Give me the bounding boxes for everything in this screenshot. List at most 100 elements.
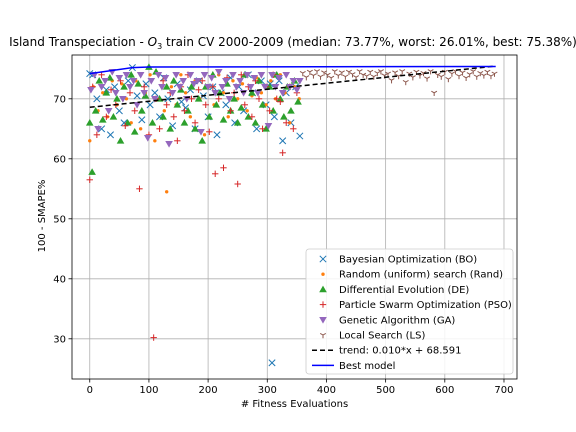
de-point [88,168,96,175]
series-rand [88,73,301,194]
bo-point [296,132,304,140]
de-point [251,119,260,126]
legend-label-de: Differential Evolution (DE) [339,285,469,296]
ga-point [278,89,287,97]
rand-point [164,190,169,194]
ga-point [158,83,166,91]
de-point [269,107,277,114]
pso-point [174,137,181,144]
y-tick-label: 70 [53,94,66,105]
ls-point [310,73,317,79]
pso-point [93,131,101,138]
de-point [95,77,104,84]
rand-point [162,109,167,113]
legend-label-pso: Particle Swarm Optimization (PSO) [339,300,512,311]
ls-point [459,70,466,76]
de-point [113,95,121,102]
ga-point [122,71,131,79]
ls-point [399,69,406,75]
legend-marker-rand [321,272,325,276]
ls-point [477,70,484,77]
rand-point [148,73,152,77]
ls-point [363,73,370,80]
rand-point [129,121,133,125]
ls-point [392,70,399,76]
ga-point [190,80,198,88]
pso-point [290,125,297,132]
pso-point [259,125,266,132]
de-point [198,137,206,144]
x-axis-label: # Fitness Evaluations [241,399,348,410]
bo-point [253,125,261,133]
series-de [85,63,302,175]
bo-point [111,83,119,91]
ls-point [324,72,331,78]
chart-title: Island Transpeciation - O3 train CV 2000… [9,35,576,51]
ls-point [377,69,384,75]
legend-label-ls: Local Search (LS) [339,331,425,342]
rand-point [179,73,183,77]
de-point [187,83,196,90]
ls-point [328,75,335,81]
legend-marker-pso [319,301,327,308]
ga-point [207,74,216,82]
de-point [280,113,288,120]
ga-point [271,83,280,91]
ls-point [395,73,402,80]
pso-point [241,101,248,108]
rand-point [221,91,226,95]
pso-point [122,122,129,129]
y-tick-label: 30 [53,334,66,345]
pso-point [191,119,199,126]
de-point [141,92,150,99]
rand-point [138,127,143,131]
de-point [244,113,253,120]
bo-point [151,89,159,97]
pso-point [227,107,234,114]
ga-point [232,83,241,91]
ga-point [218,83,227,91]
ga-point [143,134,152,142]
pso-point [273,95,280,102]
rand-point [245,109,249,113]
de-point [248,89,256,96]
de-point [127,71,135,78]
y-axis-label: 100 - SMAPE% [37,180,48,253]
chart-title-prefix: Island Transpeciation - [9,35,147,49]
ls-point [317,74,324,80]
rand-point [169,85,174,89]
ls-point [466,72,473,78]
bo-point [138,116,146,124]
ga-point [115,74,124,82]
ga-point [236,77,244,85]
de-point [102,89,111,96]
ga-point [250,74,259,82]
ga-point [154,71,163,79]
ga-point [186,71,195,79]
de-point [116,137,125,144]
ls-point [345,69,352,75]
bo-point [213,131,221,139]
ga-point [268,71,276,79]
legend-label-ga: Genetic Algorithm (GA) [339,315,455,326]
bo-point [268,359,276,367]
ga-point [193,77,202,85]
ga-point [140,89,148,97]
de-point [230,95,238,102]
de-point [258,101,267,108]
ls-point [356,69,363,75]
ga-point [179,77,188,85]
series-bo [86,64,304,367]
de-point [173,101,182,108]
series-pso [86,71,301,341]
de-point [91,107,100,114]
pso-point [163,101,170,108]
ga-point [172,71,180,79]
ls-point [484,69,491,75]
de-point [265,83,274,90]
pso-point [86,176,93,183]
de-point [159,113,167,120]
ls-point [470,69,477,75]
ga-point [101,77,109,85]
